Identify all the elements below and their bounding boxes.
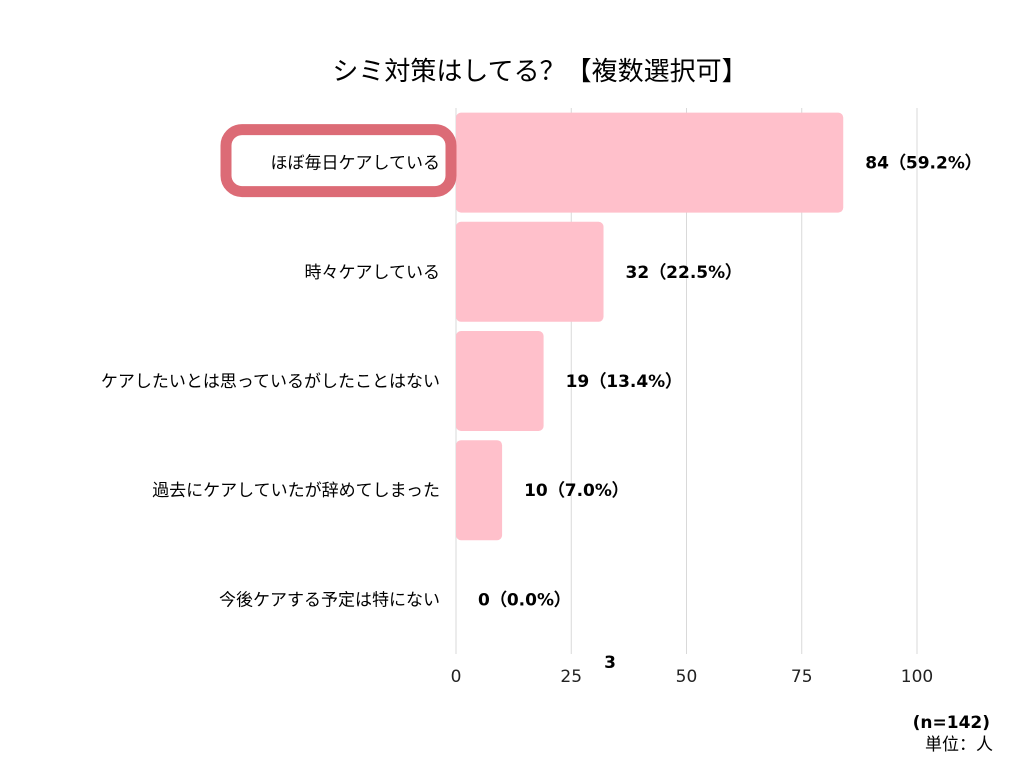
highlight-frame: [220, 124, 457, 198]
x-tick-label: 75: [791, 667, 813, 687]
category-label: 過去にケアしていたが辞めてしまった: [152, 481, 440, 501]
x-tick-label: 0: [451, 667, 462, 687]
category-label: ケアしたいとは思っているがしたことはない: [101, 372, 440, 392]
sample-size-note: (n=142): [913, 713, 990, 733]
bar: [456, 331, 544, 431]
category-label: 時々ケアしている: [305, 263, 441, 283]
x-tick-label: 50: [676, 667, 698, 687]
value-label: 19（13.4%）: [566, 371, 683, 392]
chart-title: シミ対策はしてる？【複数選択可】: [332, 57, 747, 87]
labels: 0 25 50 75 100 ほぼ毎日ケアしている 84（59.2%） 時々ケアしている 32（…: [101, 124, 982, 687]
value-label: 84（59.2%）: [865, 153, 982, 174]
x-tick-label: 100: [901, 667, 933, 687]
category-label: 今後ケアする予定は特にない: [219, 590, 440, 610]
category-label: ほぼ毎日ケアしている: [271, 154, 441, 174]
x-tick-label: 25: [560, 667, 582, 687]
value-label: 32（22.5%）: [626, 262, 743, 283]
value-label: 10（7.0%）: [524, 480, 629, 501]
bars: [456, 112, 844, 541]
bar: [456, 112, 844, 213]
stray-label: 3: [604, 653, 616, 673]
unit-note: 単位：人: [925, 735, 993, 755]
bar: [456, 440, 503, 541]
value-label: 0（0.0%）: [478, 589, 571, 610]
bar: [456, 221, 604, 322]
